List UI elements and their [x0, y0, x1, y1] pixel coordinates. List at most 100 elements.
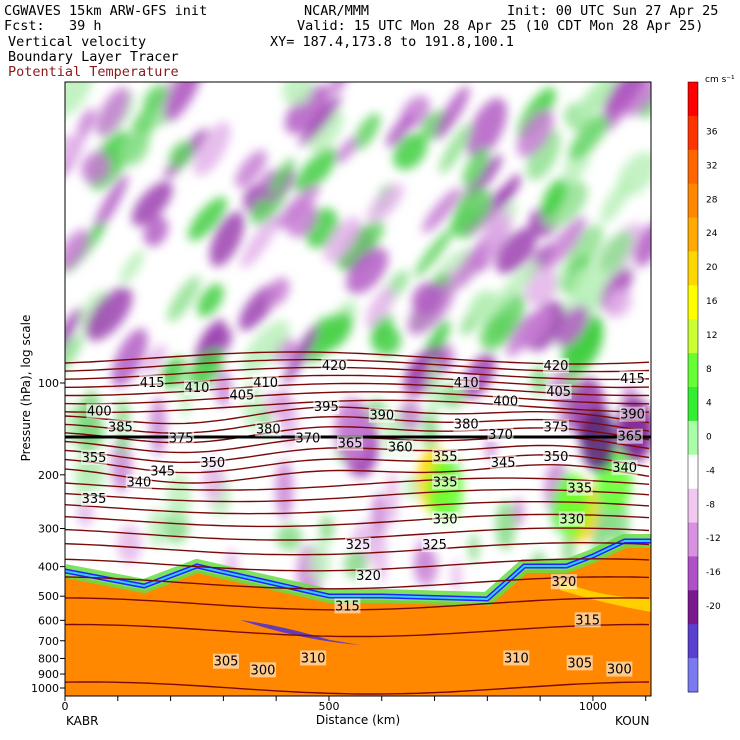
theta-line [65, 366, 650, 381]
theta-label: 330 [559, 512, 584, 527]
velocity-blob [603, 82, 629, 119]
theta-label: 360 [388, 441, 413, 456]
velocity-blob [77, 108, 96, 138]
theta-label: 345 [491, 456, 516, 471]
x-axis-title: Distance (km) [316, 713, 400, 727]
colorbar-swatch [688, 420, 698, 456]
velocity-blob [96, 87, 130, 137]
velocity-blob [466, 97, 507, 159]
colorbar-swatch [688, 115, 698, 151]
colorbar-label: 28 [706, 195, 718, 205]
theta-label-bg [387, 439, 414, 455]
colorbar-swatch [688, 454, 698, 490]
velocity-blob [596, 231, 634, 274]
theta-label-bg [86, 403, 113, 419]
theta-label: 300 [607, 663, 632, 678]
y-axis-title: Pressure (hPa), log scale [19, 315, 33, 462]
theta-label: 390 [369, 409, 394, 424]
velocity-blob [634, 222, 651, 267]
theta-label: 410 [185, 381, 210, 396]
theta-line [65, 501, 650, 515]
theta-label-bg [545, 383, 572, 399]
velocity-blob [284, 84, 330, 134]
field-potential-temperature: Potential Temperature [8, 64, 179, 80]
theta-label: 420 [544, 359, 569, 374]
velocity-blob [492, 261, 540, 309]
colorbar-label: 20 [706, 263, 718, 273]
colorbar-label: 36 [706, 128, 718, 138]
theta-label-bg [368, 407, 395, 423]
velocity-blob [149, 396, 167, 456]
bl-yellow [560, 580, 651, 612]
velocity-blob [346, 247, 389, 295]
theta-label: 415 [140, 376, 165, 391]
y-tick-label: 800 [38, 652, 59, 665]
velocity-blob [352, 113, 381, 151]
theta-label-bg [355, 568, 382, 584]
theta-label: 410 [253, 376, 278, 391]
velocity-blob [85, 287, 133, 341]
theta-label-bg [619, 370, 646, 386]
xy-coords: XY= 187.4,173.8 to 191.8,100.1 [270, 34, 514, 50]
station-right: KOUN [615, 714, 650, 728]
velocity-blob [299, 95, 342, 147]
velocity-blob [168, 141, 194, 169]
colorbar-swatch [688, 251, 698, 286]
velocity-blob [541, 180, 588, 228]
velocity-blob [164, 82, 202, 122]
colorbar-swatch [688, 319, 698, 354]
theta-line [65, 488, 650, 503]
theta-label-bg [168, 430, 195, 446]
velocity-blob [117, 524, 142, 564]
velocity-blob [575, 82, 616, 123]
velocity-blob [285, 200, 318, 238]
theta-label-bg [503, 650, 530, 666]
y-tick-label: 1000 [31, 682, 59, 695]
x-tick-label: 500 [318, 700, 339, 713]
colorbar-label: 12 [706, 331, 717, 341]
velocity-blob [148, 507, 167, 548]
theta-label-bg [558, 511, 585, 527]
colorbar-label: -16 [706, 568, 721, 578]
theta-line [65, 513, 650, 528]
theta-label-bg [249, 662, 276, 678]
theta-label-bg [432, 449, 459, 465]
theta-label: 420 [322, 359, 347, 374]
theta-label: 300 [251, 663, 276, 678]
velocity-blob [294, 148, 338, 193]
theta-label: 375 [544, 421, 569, 436]
colorbar-label: -12 [706, 534, 721, 544]
theta-label: 315 [575, 613, 600, 628]
velocity-core [580, 408, 617, 472]
velocity-blob [393, 132, 428, 170]
colorbar-swatch [688, 522, 698, 557]
velocity-blob [385, 113, 414, 148]
velocity-blob [495, 227, 538, 274]
theta-label-bg [313, 399, 340, 415]
theta-label: 355 [82, 451, 107, 466]
theta-label: 340 [126, 476, 151, 491]
y-tick-label: 300 [38, 523, 59, 536]
velocity-blob [283, 324, 319, 385]
theta-label-bg [432, 511, 459, 527]
colorbar-swatch [688, 556, 698, 591]
theta-label: 370 [295, 431, 320, 446]
colorbar-swatch [688, 658, 698, 693]
colorbar-swatch [688, 353, 698, 388]
colorbar-swatch [688, 285, 698, 320]
velocity-blob [120, 130, 150, 167]
velocity-blob [65, 134, 83, 162]
velocity-blob [385, 471, 398, 527]
theta-label-bg [334, 598, 361, 614]
theta-label-bg [81, 449, 108, 465]
theta-label: 335 [567, 482, 592, 497]
theta-label-bg [616, 428, 643, 444]
velocity-blob [617, 152, 651, 197]
y-tick-label: 100 [38, 377, 59, 390]
y-tick-label: 500 [38, 590, 59, 603]
velocity-blob [366, 183, 404, 223]
velocity-blob [513, 497, 524, 527]
velocity-blob [439, 123, 472, 174]
velocity-blob [275, 460, 294, 520]
theta-line [65, 542, 650, 556]
